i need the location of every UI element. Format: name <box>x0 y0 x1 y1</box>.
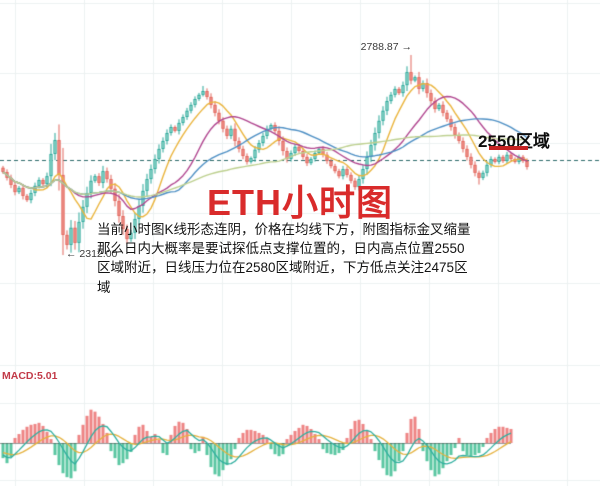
peak-price-label: 2788.87 → <box>360 41 412 53</box>
analysis-annotation-text: 当前小时图K线形态连阴，价格在均线下方，附图指标金叉缩量 那么日内大概率是要试探… <box>97 222 471 295</box>
chart-title: ETH小时图 <box>207 182 394 223</box>
macd-value-label: MACD:5.01 <box>2 370 58 382</box>
trough-price-label: ← 2312.00 <box>66 248 118 260</box>
zone-red-underline <box>489 146 528 150</box>
